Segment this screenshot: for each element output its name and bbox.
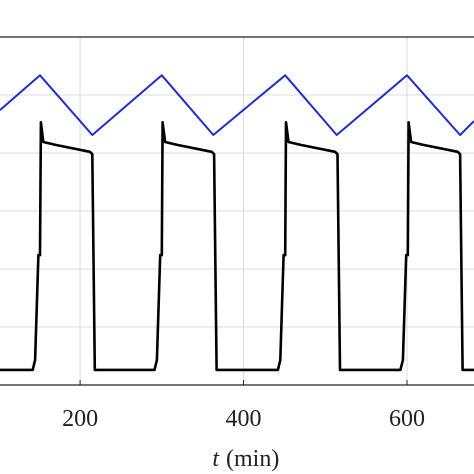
x-tick-label: 600: [389, 406, 425, 432]
x-label-variable: t: [212, 446, 220, 472]
series-line: [0, 121, 474, 372]
x-tick-label: 400: [226, 406, 262, 432]
series-line: [0, 74, 474, 136]
x-label-unit: (min): [226, 446, 279, 472]
x-tick-label: 200: [62, 406, 98, 432]
